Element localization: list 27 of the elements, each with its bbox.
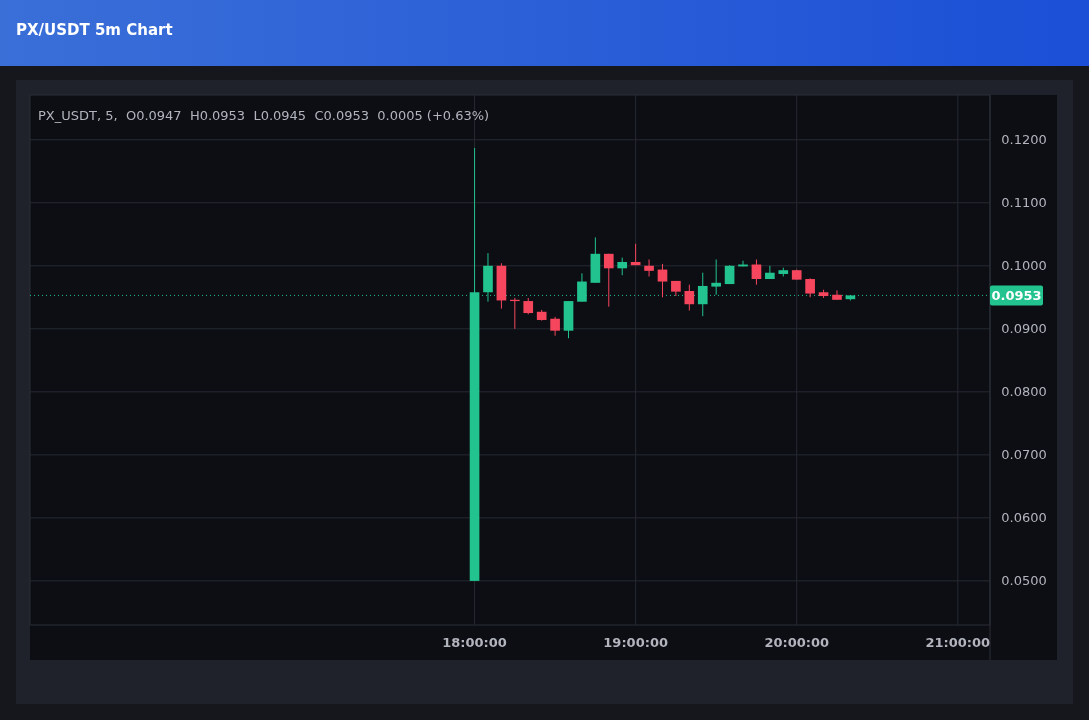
candlestick	[684, 284, 695, 312]
candlestick	[805, 277, 815, 298]
candlestick	[697, 272, 708, 317]
y-tick-label: 0.0700	[1001, 447, 1047, 463]
y-tick-label: 0.1000	[1001, 258, 1047, 274]
y-tick-label: 0.0900	[1001, 321, 1047, 337]
x-tick-label: 21:00:00	[925, 635, 991, 650]
y-tick-label: 0.0600	[1001, 510, 1047, 526]
candlestick	[577, 272, 587, 303]
candlestick	[751, 258, 762, 286]
x-tick-label: 19:00:00	[603, 635, 668, 650]
candlestick	[550, 316, 560, 337]
candlestick	[657, 263, 668, 298]
chart-title: PX/USDT 5m Chart	[16, 21, 173, 39]
x-tick-label: 18:00:00	[442, 635, 507, 650]
candlestick	[644, 258, 654, 277]
candlestick	[711, 258, 721, 296]
y-tick-label: 0.0800	[1001, 384, 1047, 400]
y-tick-label: 0.0500	[1001, 573, 1047, 589]
x-tick-label: 20:00:00	[764, 635, 830, 650]
y-tick-label: 0.1100	[1001, 195, 1047, 211]
annotation: PX_USDT, 5, O0.0947 H0.0953 L0.0945 C0.0953 0.0005 (+0.63%)	[38, 108, 490, 123]
candlestick	[765, 265, 775, 280]
y-tick-label: 0.1200	[1001, 132, 1047, 148]
ref-line-label: 0.0953	[991, 287, 1042, 303]
candlestick	[832, 289, 842, 301]
candlestick	[603, 253, 614, 308]
